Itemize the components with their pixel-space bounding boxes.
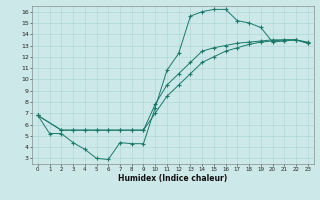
- X-axis label: Humidex (Indice chaleur): Humidex (Indice chaleur): [118, 174, 228, 183]
